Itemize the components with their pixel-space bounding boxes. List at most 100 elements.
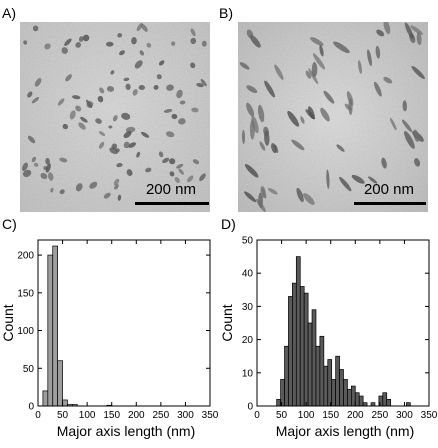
particle xyxy=(123,77,130,82)
y-tick-label: 100 xyxy=(17,326,34,337)
scale-bar-label-a: 200 nm xyxy=(146,181,196,198)
particle xyxy=(271,143,277,154)
histogram-bar xyxy=(354,392,360,407)
scale-bar-label-b: 200 nm xyxy=(364,181,414,198)
particle xyxy=(45,163,51,173)
particle xyxy=(376,29,385,37)
x-tick-label: 350 xyxy=(202,410,219,421)
particle xyxy=(99,87,105,94)
particle xyxy=(411,65,425,80)
particle xyxy=(22,162,28,172)
x-tick-label: 300 xyxy=(177,410,194,421)
particle xyxy=(146,42,152,48)
particle xyxy=(305,70,312,79)
particle xyxy=(402,100,408,112)
particle xyxy=(162,157,170,164)
y-axis-label: Count xyxy=(219,304,235,341)
histogram-bar xyxy=(299,286,305,407)
particle xyxy=(140,131,150,138)
particle xyxy=(241,129,246,145)
histogram-bar xyxy=(307,322,313,407)
particle xyxy=(153,84,159,90)
histogram-d: 0 50 100 150 200 250 300 350 0 10 20 30 40 50 Major ax… xyxy=(219,236,438,440)
particle xyxy=(303,193,315,205)
particle xyxy=(78,36,84,42)
particle xyxy=(132,89,138,96)
particle xyxy=(95,118,102,124)
y-tick-label: 30 xyxy=(242,302,254,313)
y-tick-label: 40 xyxy=(242,269,254,280)
particle xyxy=(176,89,183,99)
particle xyxy=(117,33,123,38)
particle xyxy=(244,191,257,203)
plot-frame xyxy=(256,239,430,407)
y-tick-label: 200 xyxy=(17,251,34,262)
particle xyxy=(89,181,98,189)
particle xyxy=(145,167,152,173)
particle xyxy=(367,49,372,67)
x-tick-label: 250 xyxy=(153,410,170,421)
particle xyxy=(249,34,261,48)
particle xyxy=(106,85,115,92)
particle xyxy=(140,23,148,32)
particle xyxy=(59,189,65,195)
scale-bar-a xyxy=(135,202,209,205)
histogram-bar xyxy=(358,395,364,407)
particle xyxy=(320,107,330,122)
particle xyxy=(251,115,259,134)
particle xyxy=(267,187,278,195)
particle xyxy=(200,78,207,87)
x-tick-label: 100 xyxy=(298,410,315,421)
particle xyxy=(158,60,165,66)
particle xyxy=(27,135,36,144)
particle xyxy=(413,129,420,142)
histogram-bar xyxy=(284,345,289,407)
particle xyxy=(414,158,421,167)
particle xyxy=(178,118,186,125)
histogram-bar xyxy=(351,385,356,407)
histogram-bar xyxy=(323,365,329,407)
histogram-bar xyxy=(292,282,297,407)
particle xyxy=(113,178,120,186)
particle xyxy=(333,41,350,54)
plot-frame xyxy=(37,239,211,407)
y-tick-label: 0 xyxy=(247,402,253,413)
particle xyxy=(358,60,362,74)
particle xyxy=(126,169,133,177)
particle xyxy=(300,116,305,124)
particle xyxy=(106,41,114,47)
x-tick-label: 150 xyxy=(103,410,120,421)
histogram-bar xyxy=(339,369,344,407)
particles-b xyxy=(239,22,425,212)
particle xyxy=(368,176,378,184)
x-axis-label: Major axis length (nm) xyxy=(57,423,196,439)
particle xyxy=(31,97,40,104)
particle xyxy=(47,172,54,181)
particle xyxy=(287,110,300,127)
particle xyxy=(33,162,39,167)
particle xyxy=(45,157,50,165)
histogram-bar xyxy=(327,359,333,407)
histogram-bar xyxy=(347,389,352,407)
particle xyxy=(163,108,173,113)
particle xyxy=(98,141,105,149)
particle xyxy=(50,187,54,193)
histogram-bar xyxy=(288,296,293,407)
x-tick-label: 0 xyxy=(35,410,41,421)
particle xyxy=(246,102,255,117)
particle xyxy=(112,115,118,122)
histogram-bar xyxy=(276,399,281,407)
particle xyxy=(178,168,184,175)
particle xyxy=(291,139,305,151)
x-tick-label: 250 xyxy=(372,410,389,421)
particle xyxy=(199,173,206,181)
particle xyxy=(97,95,104,103)
particle xyxy=(22,169,32,177)
micrograph-a: 200 nm xyxy=(20,22,210,212)
particle xyxy=(32,25,39,32)
x-tick-label: 200 xyxy=(128,410,145,421)
particle xyxy=(296,187,304,203)
particle xyxy=(383,22,391,35)
particle xyxy=(27,91,33,98)
particle xyxy=(117,194,122,201)
